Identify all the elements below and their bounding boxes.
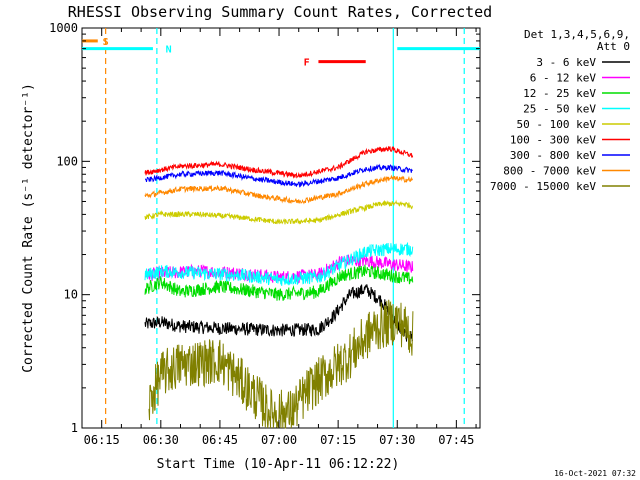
flag-label: S bbox=[103, 37, 109, 48]
x-axis-label: Start Time (10-Apr-11 06:12:22) bbox=[157, 457, 400, 472]
legend-entry-label: 50 - 100 keV bbox=[517, 118, 597, 131]
x-tick-label: 06:45 bbox=[202, 433, 238, 447]
series-line bbox=[144, 174, 414, 205]
legend-entry-label: 6 - 12 keV bbox=[530, 72, 597, 85]
x-tick-label: 07:45 bbox=[438, 433, 474, 447]
flag-label: F bbox=[304, 58, 310, 69]
x-tick-label: 07:15 bbox=[320, 433, 356, 447]
legend-entry-label: 800 - 7000 keV bbox=[503, 165, 596, 178]
y-tick-label: 1000 bbox=[49, 21, 78, 35]
legend-header: Det 1,3,4,5,6,9, bbox=[524, 28, 630, 41]
legend-entry-label: 300 - 800 keV bbox=[510, 149, 596, 162]
y-tick-label: 1 bbox=[71, 421, 78, 435]
series-line bbox=[144, 145, 414, 179]
timestamp: 16-Oct-2021 07:32 bbox=[554, 469, 636, 478]
flag-label: N bbox=[166, 45, 172, 56]
legend-entry-label: 12 - 25 keV bbox=[523, 87, 596, 100]
series-line bbox=[144, 199, 414, 225]
legend-entry-label: 25 - 50 keV bbox=[523, 103, 596, 116]
series-line bbox=[144, 242, 414, 286]
x-tick-label: 06:15 bbox=[84, 433, 120, 447]
x-tick-label: 06:30 bbox=[143, 433, 179, 447]
series-line bbox=[144, 163, 413, 188]
legend-header-att: Att 0 bbox=[597, 40, 630, 53]
series-line bbox=[148, 299, 414, 429]
legend-entry-label: 100 - 300 keV bbox=[510, 134, 596, 147]
x-tick-label: 07:00 bbox=[261, 433, 297, 447]
legend-entry-label: 7000 - 15000 keV bbox=[490, 180, 596, 193]
chart-title: RHESSI Observing Summary Count Rates, Co… bbox=[68, 3, 492, 21]
y-tick-label: 10 bbox=[64, 288, 78, 302]
y-tick-label: 100 bbox=[56, 154, 78, 168]
plot-frame bbox=[81, 27, 481, 429]
x-tick-label: 07:30 bbox=[379, 433, 415, 447]
series-line bbox=[144, 264, 414, 301]
legend-entry-label: 3 - 6 keV bbox=[536, 56, 596, 69]
y-axis-label: Corrected Count Rate (s⁻¹ detector⁻¹) bbox=[21, 83, 36, 373]
series-line bbox=[144, 284, 414, 342]
